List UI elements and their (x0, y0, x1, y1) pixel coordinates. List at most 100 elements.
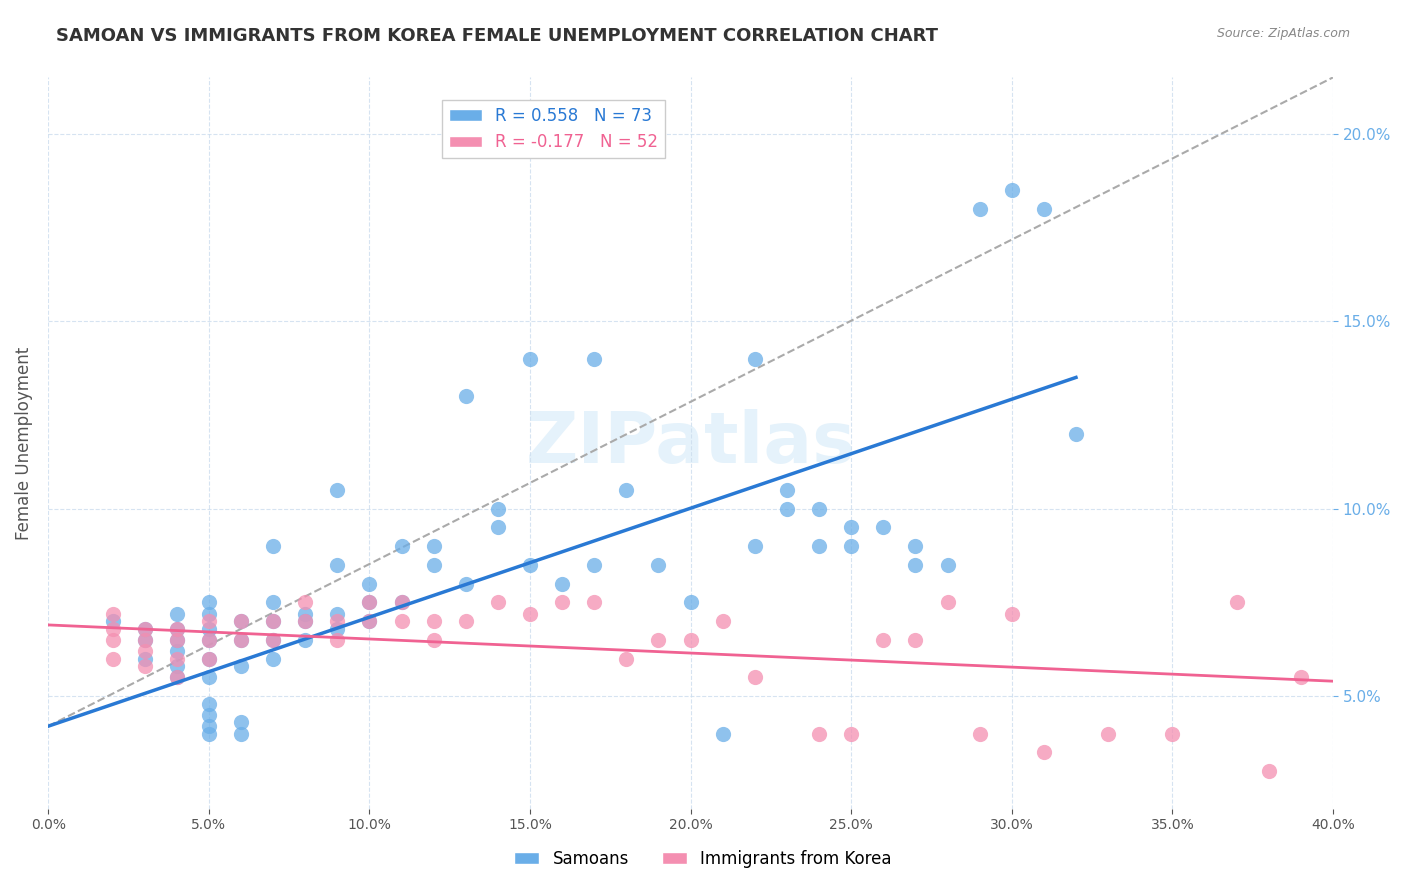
Point (1289, 670, 1312, 684)
Point (1257, 764, 1279, 779)
Point (229, 659, 252, 673)
Point (229, 727, 252, 741)
Point (583, 558, 606, 572)
Point (326, 607, 349, 621)
Text: ZIPatlas: ZIPatlas (526, 409, 856, 477)
Point (359, 576, 381, 591)
Point (1001, 183, 1024, 197)
Point (198, 707, 221, 722)
Point (198, 651, 221, 665)
Point (647, 632, 669, 647)
Point (294, 614, 316, 628)
Point (711, 727, 734, 741)
Point (166, 644, 188, 658)
Point (134, 659, 156, 673)
Point (229, 632, 252, 647)
Point (359, 614, 381, 628)
Point (391, 539, 413, 553)
Point (776, 483, 799, 497)
Point (326, 558, 349, 572)
Text: SAMOAN VS IMMIGRANTS FROM KOREA FEMALE UNEMPLOYMENT CORRELATION CHART: SAMOAN VS IMMIGRANTS FROM KOREA FEMALE U… (56, 27, 938, 45)
Point (872, 632, 894, 647)
Point (101, 651, 124, 665)
Point (872, 520, 894, 534)
Point (808, 727, 831, 741)
Point (1032, 202, 1054, 216)
Point (166, 632, 188, 647)
Point (839, 520, 862, 534)
Point (134, 651, 156, 665)
Point (359, 595, 381, 609)
Point (454, 389, 477, 403)
Point (422, 539, 444, 553)
Point (166, 607, 188, 621)
Point (294, 607, 316, 621)
Point (1032, 746, 1054, 760)
Point (101, 614, 124, 628)
Point (294, 632, 316, 647)
Point (198, 632, 221, 647)
Point (839, 539, 862, 553)
Point (454, 576, 477, 591)
Point (614, 483, 637, 497)
Point (198, 670, 221, 684)
Point (198, 632, 221, 647)
Point (326, 632, 349, 647)
Point (198, 622, 221, 636)
Point (134, 622, 156, 636)
Point (744, 351, 766, 366)
Point (359, 595, 381, 609)
Point (229, 614, 252, 628)
Point (744, 670, 766, 684)
Point (198, 719, 221, 733)
Point (808, 501, 831, 516)
Point (744, 539, 766, 553)
Point (808, 539, 831, 553)
Point (422, 614, 444, 628)
Point (391, 595, 413, 609)
Point (454, 614, 477, 628)
Point (134, 644, 156, 658)
Point (198, 697, 221, 711)
Legend: R = 0.558   N = 73, R = -0.177   N = 52: R = 0.558 N = 73, R = -0.177 N = 52 (441, 101, 665, 158)
Point (776, 501, 799, 516)
Point (839, 727, 862, 741)
Point (614, 651, 637, 665)
Point (583, 351, 606, 366)
Y-axis label: Female Unemployment: Female Unemployment (15, 346, 32, 540)
Point (198, 614, 221, 628)
Point (519, 351, 541, 366)
Point (198, 607, 221, 621)
Point (229, 715, 252, 730)
Point (519, 558, 541, 572)
Point (391, 614, 413, 628)
Point (198, 595, 221, 609)
Point (711, 614, 734, 628)
Point (486, 501, 509, 516)
Point (551, 595, 574, 609)
Point (134, 632, 156, 647)
Point (519, 607, 541, 621)
Point (262, 651, 284, 665)
Point (262, 595, 284, 609)
Point (166, 659, 188, 673)
Point (936, 558, 959, 572)
Point (583, 595, 606, 609)
Point (166, 632, 188, 647)
Point (134, 622, 156, 636)
Point (969, 727, 991, 741)
Point (262, 614, 284, 628)
Point (229, 614, 252, 628)
Point (679, 595, 702, 609)
Point (679, 632, 702, 647)
Point (359, 614, 381, 628)
Point (422, 632, 444, 647)
Point (166, 670, 188, 684)
Point (1001, 607, 1024, 621)
Point (134, 632, 156, 647)
Point (326, 614, 349, 628)
Point (1161, 727, 1184, 741)
Point (101, 632, 124, 647)
Point (229, 632, 252, 647)
Point (1064, 426, 1087, 441)
